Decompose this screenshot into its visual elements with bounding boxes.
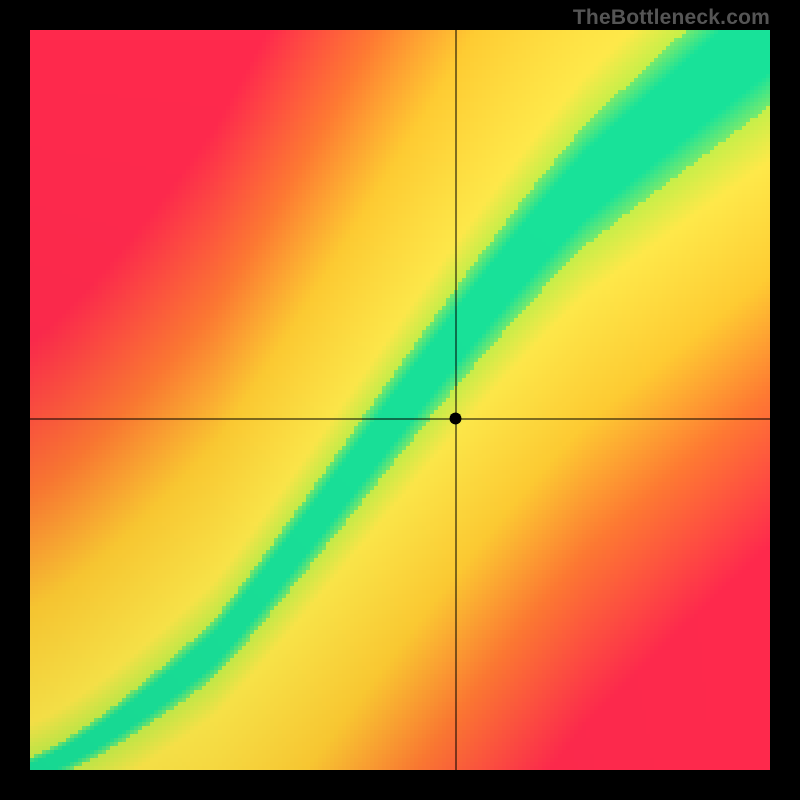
- chart-container: TheBottleneck.com: [0, 0, 800, 800]
- heatmap-canvas: [0, 0, 800, 800]
- attribution-label: TheBottleneck.com: [573, 6, 770, 30]
